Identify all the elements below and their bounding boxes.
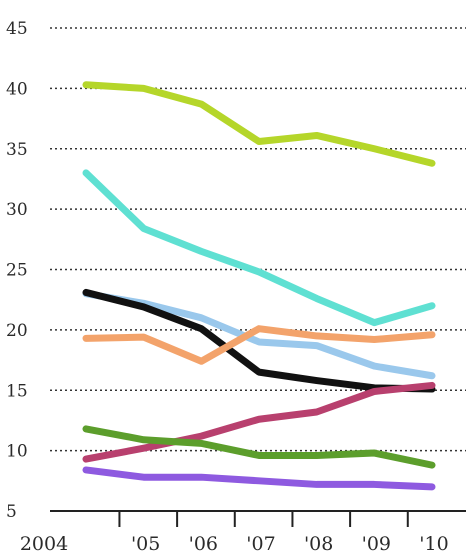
x-axis-ticks — [118, 511, 409, 527]
y-axis-tick-labels: 5 10 15 20 25 30 35 40 45 — [6, 19, 28, 522]
y-tick-label-40: 40 — [6, 79, 28, 99]
y-tick-label-15: 15 — [6, 381, 28, 401]
series-line-8 — [82, 466, 436, 491]
series-line-3 — [82, 290, 436, 380]
y-tick-label-5: 5 — [6, 502, 17, 522]
x-tick-label-2006: '06 — [189, 533, 218, 555]
x-tick-label-2005: '05 — [131, 533, 160, 555]
x-axis-tick-labels: 2004 '05 '06 '07 '08 '09 '10 — [20, 533, 449, 555]
series-line-4 — [82, 288, 436, 393]
series-line-2 — [82, 169, 436, 327]
y-tick-label-30: 30 — [6, 200, 28, 220]
x-tick-label-2007: '07 — [246, 533, 275, 555]
y-tick-label-45: 45 — [6, 19, 28, 39]
series-line-1 — [82, 81, 436, 167]
series-line-7 — [82, 425, 436, 469]
series-lines — [82, 81, 436, 491]
series-line-5 — [82, 325, 436, 365]
series-line-6 — [82, 381, 436, 463]
y-tick-label-35: 35 — [6, 140, 28, 160]
y-tick-label-20: 20 — [6, 321, 28, 341]
x-tick-label-2008: '08 — [304, 533, 333, 555]
x-tick-label-2004: 2004 — [20, 533, 68, 555]
y-tick-label-10: 10 — [6, 442, 28, 462]
x-tick-label-2009: '09 — [362, 533, 391, 555]
y-tick-label-25: 25 — [6, 261, 28, 281]
x-tick-label-2010: '10 — [419, 533, 448, 555]
